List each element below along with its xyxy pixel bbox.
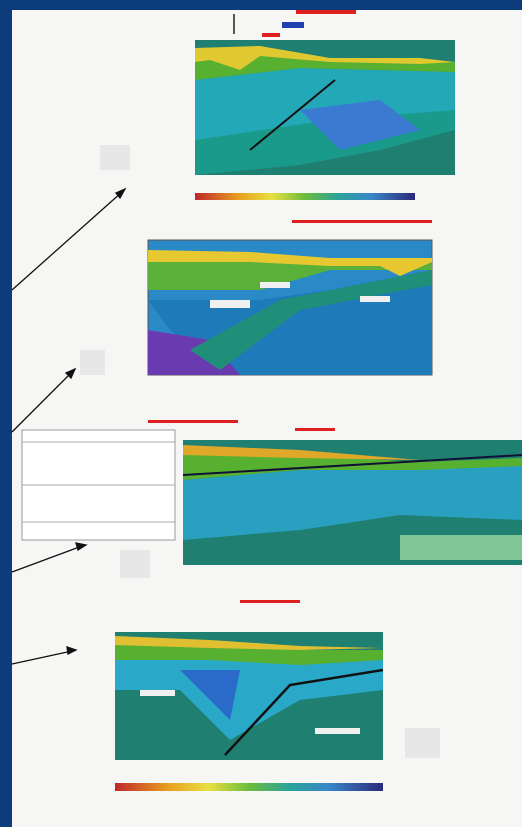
marker — [240, 600, 300, 603]
legend-box — [400, 535, 522, 560]
marker — [282, 22, 304, 28]
caption-block — [120, 550, 150, 578]
figure-collage — [0, 0, 522, 827]
marker — [292, 220, 432, 223]
label-box — [315, 728, 360, 734]
marker — [148, 420, 238, 423]
label-box — [260, 282, 290, 288]
colorbar — [195, 193, 415, 200]
label-box — [360, 296, 390, 302]
marker — [296, 10, 356, 14]
label-box — [210, 300, 250, 308]
colorbar — [115, 783, 383, 791]
caption-block — [405, 728, 440, 758]
caption-block — [100, 145, 130, 170]
marker — [262, 33, 280, 37]
marker — [295, 428, 335, 431]
caption-block — [80, 350, 105, 375]
label-box — [140, 690, 175, 696]
